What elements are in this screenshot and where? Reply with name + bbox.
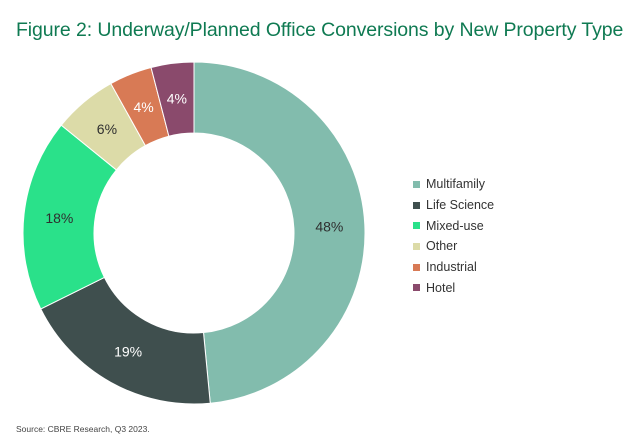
- legend-item-mixed-use: Mixed-use: [413, 215, 494, 236]
- chart-legend: Multifamily Life Science Mixed-use Other Ind…: [413, 174, 494, 298]
- legend-label: Industrial: [426, 260, 477, 275]
- legend-swatch: [413, 284, 420, 292]
- legend-item-life-science: Life Science: [413, 195, 494, 216]
- legend-swatch: [413, 180, 420, 188]
- chart-title: Figure 2: Underway/Planned Office Conver…: [16, 19, 624, 41]
- legend-label: Multifamily: [426, 177, 486, 192]
- legend-swatch: [413, 222, 420, 230]
- slice-hotel: [150, 61, 195, 137]
- legend-item-industrial: Industrial: [413, 257, 494, 278]
- slice-label-other: 6%: [97, 121, 117, 137]
- legend-swatch: [413, 201, 420, 209]
- slice-label-multifamily: 48%: [315, 219, 343, 235]
- slice-multifamily: [193, 61, 366, 404]
- legend-swatch: [413, 263, 420, 271]
- legend-item-multifamily: Multifamily: [413, 174, 494, 195]
- legend-item-hotel: Hotel: [413, 277, 494, 298]
- legend-label: Mixed-use: [426, 218, 484, 233]
- legend-label: Other: [426, 239, 458, 254]
- legend-label: Hotel: [426, 280, 456, 295]
- source-note: Source: CBRE Research, Q3 2023.: [16, 424, 150, 434]
- donut-chart: 48% 19% 18% 6% 4% 4%: [22, 61, 366, 405]
- slice-label-mixed-use: 18%: [45, 210, 73, 226]
- legend-label: Life Science: [426, 198, 495, 213]
- slice-label-life-science: 19%: [114, 343, 142, 359]
- legend-item-other: Other: [413, 236, 494, 257]
- legend-swatch: [413, 242, 420, 250]
- slice-label-industrial: 4%: [134, 99, 154, 115]
- slice-label-hotel: 4%: [167, 91, 187, 107]
